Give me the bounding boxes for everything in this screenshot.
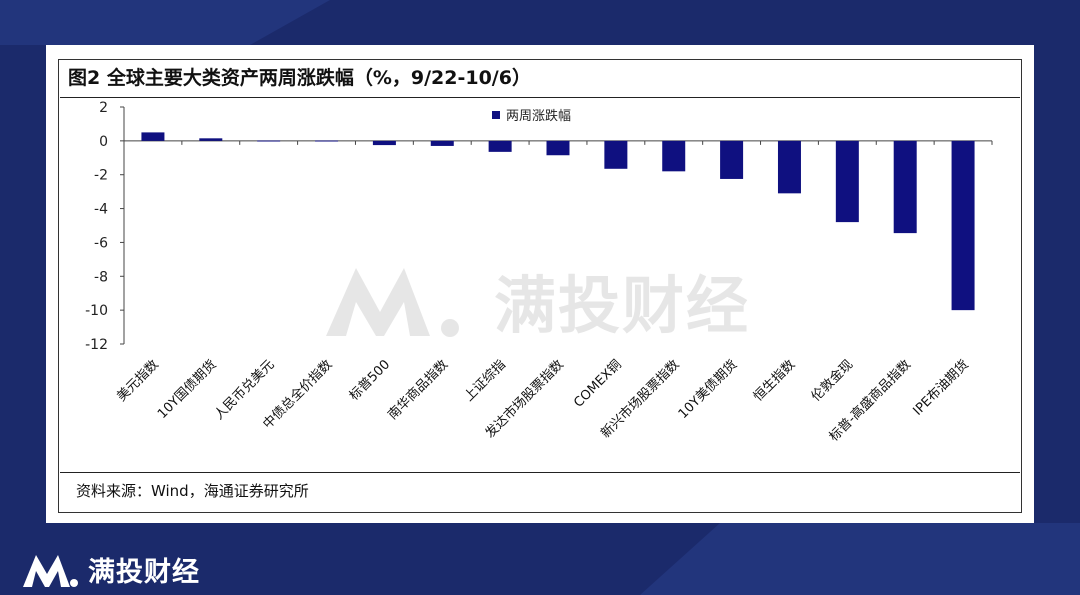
bar xyxy=(372,140,396,146)
bar xyxy=(315,140,339,142)
bar xyxy=(662,140,686,172)
bar xyxy=(893,140,917,234)
bar xyxy=(835,140,859,223)
watermark-text: 满投财经 xyxy=(494,269,751,342)
source-note: 资料来源：Wind，海通证券研究所 xyxy=(76,482,309,500)
category-label: IPE布油期货 xyxy=(910,357,972,419)
title-divider xyxy=(60,97,1020,98)
category-label: 上证综指 xyxy=(462,357,509,404)
bar xyxy=(430,140,454,146)
category-label: 恒生指数 xyxy=(751,357,798,404)
brand-logo-icon xyxy=(23,554,78,587)
source-divider xyxy=(60,472,1020,473)
y-tick-label: -8 xyxy=(94,269,108,285)
bar xyxy=(141,132,165,141)
category-label: 10Y美债期货 xyxy=(675,357,740,422)
bar xyxy=(951,140,975,311)
category-label: 10Y国债期货 xyxy=(154,357,219,422)
legend-label: 两周涨跌幅 xyxy=(506,108,571,124)
y-tick-label: 0 xyxy=(99,134,108,150)
brand-logo-icon xyxy=(326,268,459,337)
chart-frame xyxy=(58,59,1022,513)
category-label: COMEX铜 xyxy=(571,357,624,410)
category-label: 伦敦金现 xyxy=(808,357,856,405)
chart-title: 图2 全球主要大类资产两周涨跌幅（%，9/22-10/6） xyxy=(68,67,531,89)
brand-footer: 满投财经 xyxy=(22,550,200,589)
category-label: 美元指数 xyxy=(114,357,161,404)
chart-card: 图2 全球主要大类资产两周涨跌幅（%，9/22-10/6） 满投财经 2 0 -2 -… xyxy=(46,45,1034,523)
bars xyxy=(141,132,975,311)
bar-chart: 2 0 -2 -4 -6 -8 -10 -12 美元指数10Y国债期货人民币兑美元中债总全价指… xyxy=(85,100,993,445)
legend-swatch xyxy=(492,111,500,119)
y-tick-label: -4 xyxy=(94,202,108,218)
legend: 两周涨跌幅 xyxy=(492,108,571,124)
y-tick-label: -10 xyxy=(85,303,108,319)
category-label: 南华商品指数 xyxy=(385,357,451,423)
watermark: 满投财经 xyxy=(324,255,750,345)
y-tick-label: -12 xyxy=(85,337,108,353)
y-tick-label: 2 xyxy=(99,100,108,116)
bar xyxy=(199,138,223,141)
axes: 2 0 -2 -4 -6 -8 -10 -12 xyxy=(85,100,993,353)
y-tick-label: -6 xyxy=(94,235,108,251)
bar xyxy=(720,140,744,179)
y-tick-label: -2 xyxy=(94,168,108,184)
bar xyxy=(257,140,281,142)
bar xyxy=(546,140,570,156)
bar xyxy=(777,140,801,194)
brand-name: 满投财经 xyxy=(88,557,200,588)
bar xyxy=(488,140,512,152)
bar xyxy=(604,140,628,169)
category-label: 标普500 xyxy=(347,357,394,404)
